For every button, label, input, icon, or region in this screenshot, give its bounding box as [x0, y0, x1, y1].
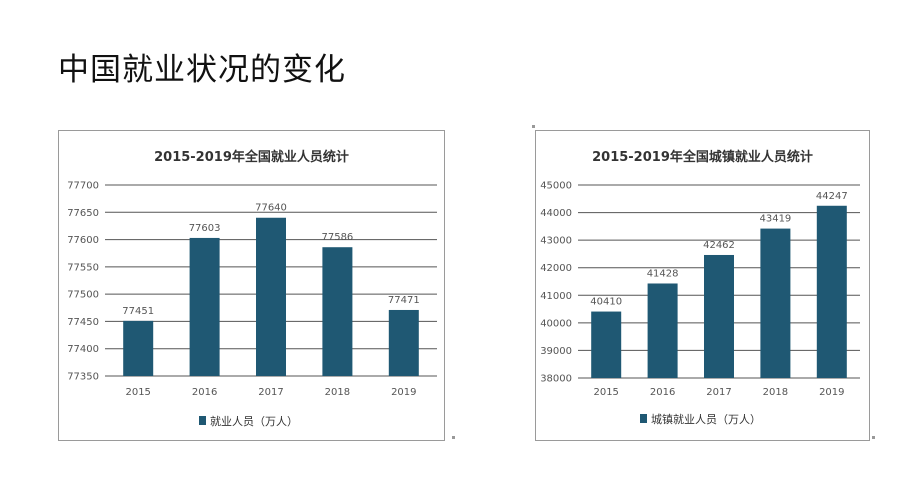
x-tick-label: 2019 — [819, 387, 844, 398]
y-tick-label: 44000 — [540, 208, 572, 219]
x-tick-label: 2016 — [192, 387, 217, 398]
page-title: 中国就业状况的变化 — [58, 52, 346, 88]
slide-corner-mark — [452, 436, 455, 439]
data-label: 40410 — [590, 297, 622, 308]
y-tick-label: 77550 — [67, 262, 99, 273]
legend-swatch — [199, 416, 206, 425]
bar-2015 — [591, 311, 622, 378]
bar-2018 — [322, 247, 353, 376]
legend-label: 城镇就业人员（万人） — [651, 412, 761, 426]
x-tick-label: 2018 — [325, 387, 350, 398]
y-tick-label: 77450 — [67, 317, 99, 328]
x-tick-label: 2016 — [650, 387, 675, 398]
data-label: 77586 — [321, 232, 353, 243]
bar-2019 — [816, 205, 847, 378]
data-label: 77471 — [388, 295, 420, 306]
y-tick-label: 41000 — [540, 291, 572, 302]
chart-title: 2015-2019年全国城镇就业人员统计 — [592, 149, 813, 165]
y-tick-label: 77650 — [67, 208, 99, 219]
urban-employment-chart: 2015-2019年全国城镇就业人员统计 38000 39000 40000 41000… — [540, 149, 860, 426]
total-employment-chart: 2015-2019年全国就业人员统计 77350 77400 77450 77500 77… — [67, 149, 437, 428]
chart-panel-total-employment: 2015-2019年全国就业人员统计 77350 77400 77450 77500 77… — [58, 130, 445, 441]
legend-label: 就业人员（万人） — [210, 414, 298, 428]
y-tick-label: 43000 — [540, 236, 572, 247]
y-tick-label: 39000 — [540, 346, 572, 357]
data-label: 42462 — [703, 240, 735, 251]
slide-corner-mark — [532, 125, 535, 128]
data-label: 43419 — [759, 214, 791, 225]
x-tick-label: 2015 — [593, 387, 618, 398]
data-label: 77640 — [255, 203, 287, 214]
bar-2017 — [256, 217, 286, 376]
y-tick-label: 77500 — [67, 290, 99, 301]
x-tick-label: 2019 — [391, 387, 416, 398]
y-tick-label: 38000 — [540, 374, 572, 385]
y-tick-label: 77400 — [67, 344, 99, 355]
data-label: 77451 — [122, 306, 154, 317]
y-tick-label: 77350 — [67, 372, 99, 383]
y-tick-label: 77600 — [67, 235, 99, 246]
bar-2016 — [647, 283, 678, 378]
bar-2016 — [189, 237, 220, 376]
bar-2019 — [388, 309, 419, 376]
chart-title: 2015-2019年全国就业人员统计 — [154, 149, 349, 165]
data-label: 44247 — [816, 191, 848, 202]
data-label: 77603 — [189, 223, 221, 234]
slide-corner-mark — [872, 436, 875, 439]
legend-swatch — [640, 414, 647, 423]
y-tick-label: 40000 — [540, 318, 572, 329]
data-label: 41428 — [647, 268, 679, 279]
x-tick-label: 2018 — [763, 387, 788, 398]
bar-2015 — [123, 320, 154, 376]
x-tick-label: 2017 — [258, 387, 283, 398]
y-tick-label: 77700 — [67, 181, 99, 192]
x-tick-label: 2015 — [125, 387, 150, 398]
x-tick-label: 2017 — [706, 387, 731, 398]
chart-panel-urban-employment: 2015-2019年全国城镇就业人员统计 38000 39000 40000 41000… — [535, 130, 870, 441]
bar-2017 — [704, 254, 734, 378]
y-tick-label: 42000 — [540, 263, 572, 274]
y-tick-label: 45000 — [540, 181, 572, 192]
bar-2018 — [760, 228, 791, 378]
